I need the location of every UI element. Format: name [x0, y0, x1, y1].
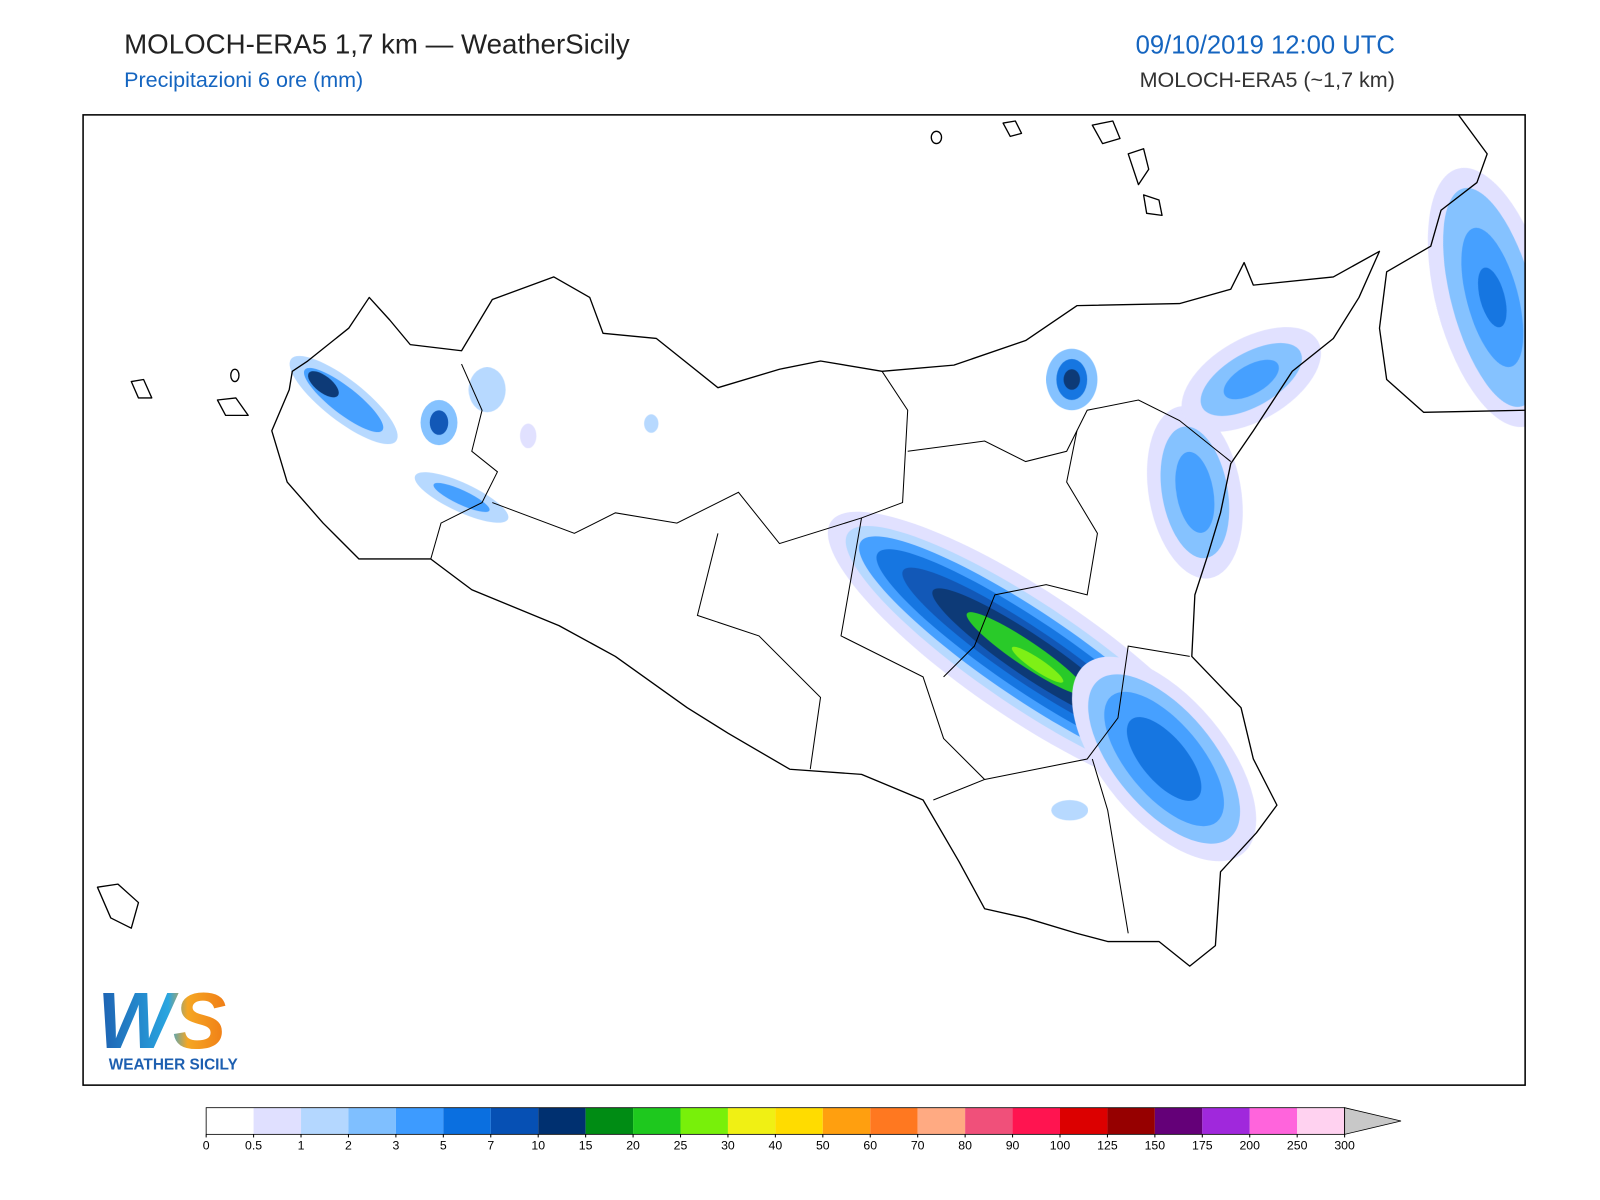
colorbar-tick-label: 40	[769, 1139, 783, 1153]
colorbar-bin	[1297, 1107, 1345, 1135]
colorbar-tick-label: 50	[816, 1139, 830, 1153]
colorbar-tick-label: 175	[1192, 1139, 1213, 1153]
colorbar-bin	[206, 1107, 254, 1135]
colorbar-tick-label: 7	[487, 1139, 494, 1153]
coastlines	[96, 114, 1526, 967]
colorbar-tick-label: 1	[298, 1139, 305, 1153]
colorbar-bin	[1202, 1107, 1250, 1135]
map-title: MOLOCH-ERA5 1,7 km — WeatherSicily	[124, 28, 630, 59]
colorbar-over	[1344, 1107, 1402, 1135]
colorbar-tick-label: 80	[958, 1139, 972, 1153]
colorbar-bin	[253, 1107, 302, 1135]
logo-mark: WS	[97, 976, 226, 1065]
colorbar-bin	[1154, 1107, 1203, 1135]
colorbar-bin	[1060, 1107, 1108, 1135]
colorbar-tick-label: 90	[1006, 1139, 1020, 1153]
colorbar-bin	[917, 1107, 966, 1135]
precipitation	[289, 167, 1526, 862]
colorbar-bin	[538, 1107, 586, 1135]
colorbar-tick-label: 25	[674, 1139, 688, 1153]
colorbar-tick-label: 70	[911, 1139, 925, 1153]
colorbar-tick-label: 15	[579, 1139, 593, 1153]
map-area	[96, 114, 1526, 967]
colorbar-tick-label: 10	[531, 1139, 545, 1153]
colorbar-bin	[1012, 1107, 1060, 1135]
colorbar-tick-label: 250	[1287, 1139, 1308, 1153]
colorbar-bin	[727, 1107, 776, 1135]
colorbar-tick-label: 60	[863, 1139, 877, 1153]
colorbar-tick-label: 200	[1239, 1139, 1260, 1153]
colorbar-bin	[965, 1107, 1013, 1135]
colorbar-bin	[633, 1107, 681, 1135]
colorbar-bin	[395, 1107, 444, 1135]
province-borders	[430, 363, 1232, 934]
map-subtitle: Precipitazioni 6 ore (mm)	[124, 68, 363, 92]
colorbar-tick-label: 20	[626, 1139, 640, 1153]
valid-time: 09/10/2019 12:00 UTC	[1136, 31, 1395, 59]
colorbar-tick-label: 0	[203, 1139, 210, 1153]
colorbar-bin	[301, 1107, 349, 1135]
map-frame	[82, 114, 1526, 1086]
colorbar-bin	[490, 1107, 539, 1135]
colorbar-tick-label: 30	[721, 1139, 735, 1153]
colorbar-bin	[585, 1107, 634, 1135]
colorbar-bin	[1107, 1107, 1155, 1135]
colorbar-tick-label: 125	[1097, 1139, 1118, 1153]
colorbar-bin	[870, 1107, 918, 1135]
colorbar-bin	[822, 1107, 871, 1135]
colorbar: 0 0.5 1 2 3 5 7 10 15 20 25 30 40 50 60 70 80 90 100 125 150…	[203, 1107, 1402, 1153]
colorbar-tick-label: 100	[1050, 1139, 1071, 1153]
logo: WS WEATHER SICILY	[97, 976, 237, 1074]
colorbar-bin	[1249, 1107, 1298, 1135]
model-label: MOLOCH-ERA5 (~1,7 km)	[1140, 68, 1395, 92]
colorbar-tick-label: 0.5	[245, 1139, 262, 1153]
colorbar-tick-label: 300	[1334, 1139, 1355, 1153]
colorbar-bin	[775, 1107, 823, 1135]
logo-text: WEATHER SICILY	[109, 1057, 238, 1074]
colorbar-tick-label: 2	[345, 1139, 352, 1153]
colorbar-bin	[443, 1107, 491, 1135]
colorbar-tick-label: 5	[440, 1139, 447, 1153]
colorbar-tick-label: 3	[392, 1139, 399, 1153]
colorbar-bin	[348, 1107, 396, 1135]
colorbar-tick-label: 150	[1145, 1139, 1166, 1153]
colorbar-bin	[680, 1107, 728, 1135]
